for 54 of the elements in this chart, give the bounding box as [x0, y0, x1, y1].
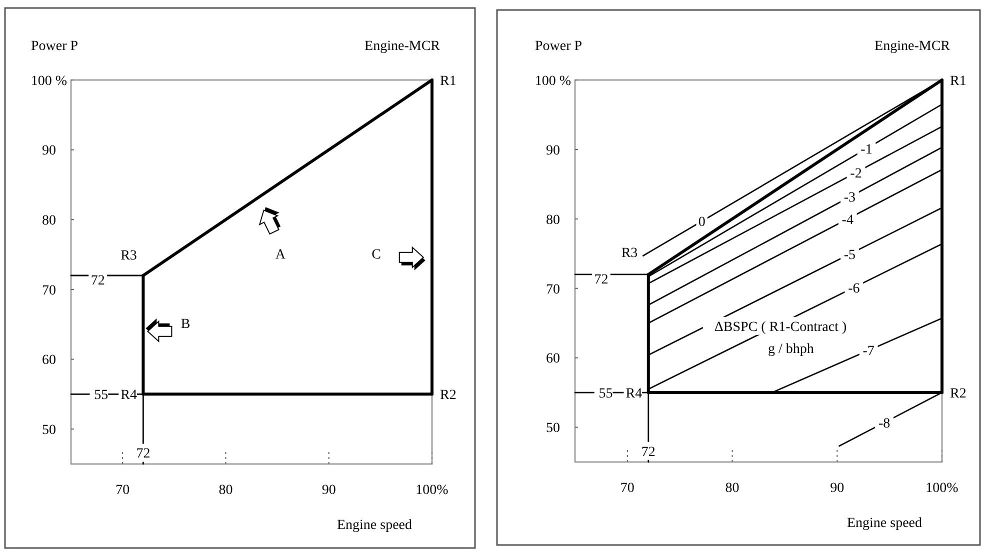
annotation: ΔBSPC ( R1-Contract ) [714, 320, 847, 335]
x-tick-label: 100% [416, 483, 449, 498]
annotation: 72 [594, 272, 608, 288]
annotation: -8 [878, 416, 890, 432]
annotation: R4 [626, 386, 642, 402]
y-tick-label: 70 [42, 283, 56, 298]
annotation: 55 [94, 388, 108, 404]
x-tick-label: 100% [926, 481, 959, 496]
y-tick-label: 80 [546, 212, 560, 228]
y-axis-title: Power P [535, 39, 582, 54]
y-tick-label: 50 [42, 422, 56, 438]
annotation: -6 [848, 282, 860, 297]
y-tick-label: 100 % [30, 74, 68, 89]
y-tick-label: 100 % [534, 74, 572, 89]
annotation: R3 [120, 248, 137, 264]
y-axis-title: Power P [31, 39, 78, 54]
annotation: -4 [842, 212, 854, 228]
annotation: -7 [862, 344, 874, 360]
annotation: C [372, 248, 381, 263]
y-tick-label: 70 [546, 282, 560, 298]
x-axis-title: Engine speed [336, 518, 412, 533]
x-tick-label: 90 [322, 483, 336, 498]
x-tick-label: 80 [725, 481, 740, 496]
annotation: R1 [950, 74, 966, 89]
annotation: g / bhph [768, 342, 814, 357]
y-tick-label: 50 [546, 421, 560, 436]
annotation: -2 [850, 166, 862, 182]
annotation: -5 [844, 248, 856, 264]
annotation: 55 [598, 386, 613, 402]
annotation: R2 [950, 386, 966, 402]
x-tick-label: 80 [218, 483, 233, 498]
y-tick-label: 60 [546, 352, 560, 367]
y-tick-label: 60 [42, 353, 56, 368]
annotation: R3 [621, 246, 638, 262]
annotation: 72 [90, 274, 105, 289]
x-tick-label: 70 [620, 481, 634, 496]
annotation: -3 [844, 190, 856, 206]
annotation: R1 [440, 74, 456, 89]
annotation: 72 [641, 444, 656, 460]
annotation: A [275, 248, 286, 263]
annotation: -1 [860, 142, 872, 158]
x-tick-label: 90 [830, 481, 844, 496]
y-tick-label: 90 [42, 144, 56, 159]
annotation: B [180, 316, 190, 332]
chart-title: Engine-MCR [874, 39, 951, 54]
x-axis-title: Engine speed [846, 516, 922, 531]
annotation: R4 [120, 388, 138, 404]
y-tick-label: 90 [546, 143, 560, 158]
annotation: 72 [136, 446, 150, 462]
y-tick-label: 80 [42, 214, 56, 229]
chart-title: Engine-MCR [364, 39, 441, 54]
annotation: R2 [440, 388, 456, 404]
x-tick-label: 70 [116, 483, 130, 498]
annotation: 0 [698, 214, 706, 230]
